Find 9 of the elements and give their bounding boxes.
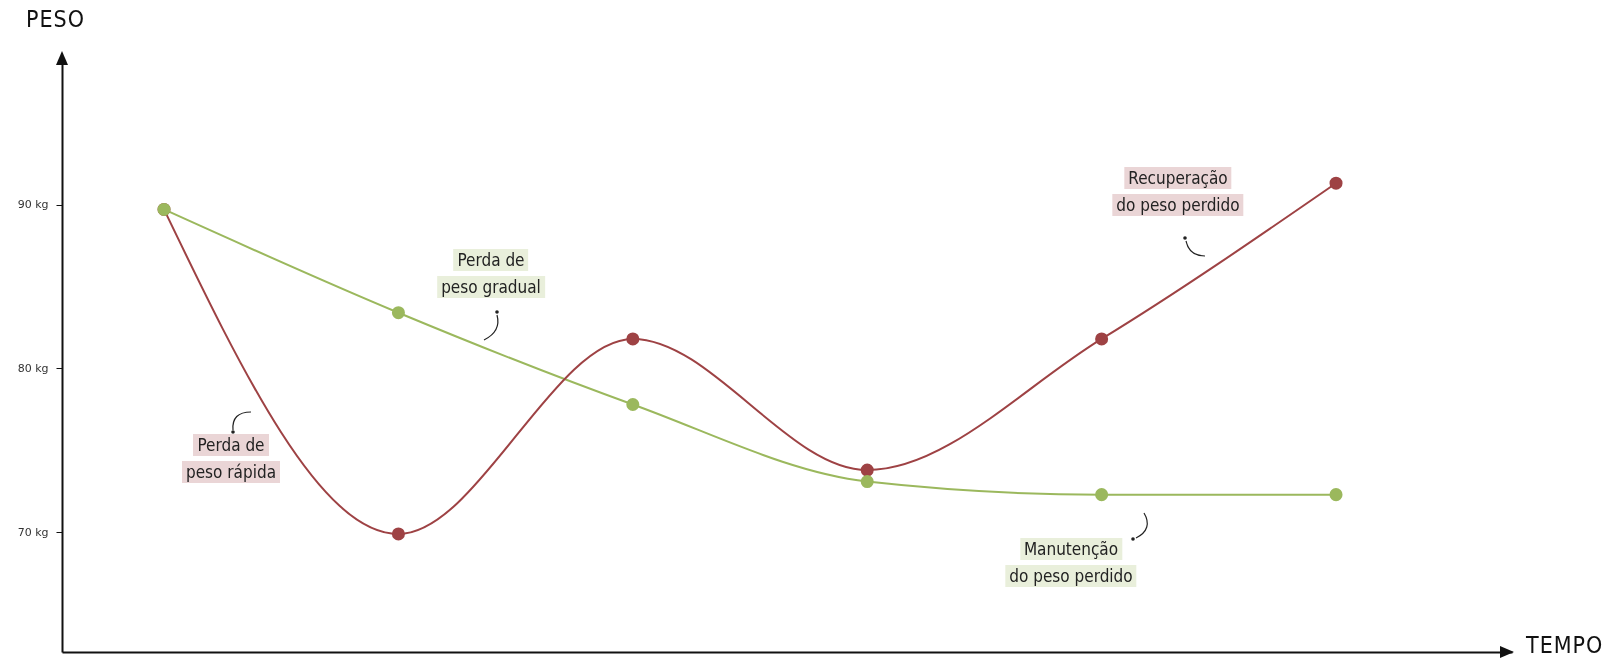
y-axis-title: PESO [26,6,85,32]
annotation: Perda de peso rápida [185,434,277,483]
annotation: Perda de peso gradual [440,249,542,298]
y-tick-label: 90 kg [17,198,49,212]
y-tick-label: 80 kg [17,361,49,375]
y-tick-label: 70 kg [17,525,49,539]
x-axis-title: TEMPO [1526,632,1604,658]
annotation: Manutenção do peso perdido [1008,538,1134,587]
annotation: Recuperação do peso perdido [1115,167,1241,216]
